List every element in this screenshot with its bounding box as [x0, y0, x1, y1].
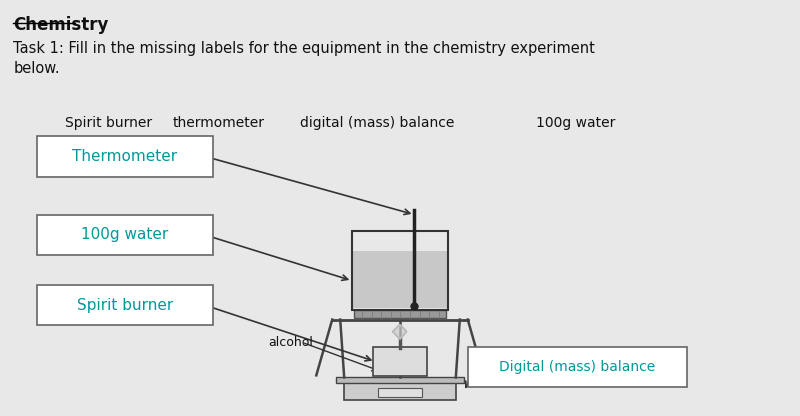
FancyBboxPatch shape	[353, 250, 448, 308]
Text: alcohol: alcohol	[269, 336, 314, 349]
FancyBboxPatch shape	[38, 136, 213, 177]
Text: Spirit burner: Spirit burner	[65, 116, 152, 130]
FancyBboxPatch shape	[468, 347, 687, 387]
Text: below.: below.	[14, 61, 60, 76]
FancyBboxPatch shape	[38, 215, 213, 255]
FancyBboxPatch shape	[344, 383, 456, 400]
Text: thermometer: thermometer	[173, 116, 265, 130]
Text: 100g water: 100g water	[82, 228, 169, 243]
Text: Task 1: Fill in the missing labels for the equipment in the chemistry experiment: Task 1: Fill in the missing labels for t…	[14, 41, 595, 56]
FancyBboxPatch shape	[354, 310, 446, 318]
FancyBboxPatch shape	[378, 388, 422, 397]
Text: Thermometer: Thermometer	[72, 149, 178, 164]
Text: digital (mass) balance: digital (mass) balance	[300, 116, 454, 130]
Text: Digital (mass) balance: Digital (mass) balance	[499, 360, 655, 374]
Polygon shape	[393, 324, 406, 339]
Text: Spirit burner: Spirit burner	[77, 297, 173, 312]
FancyBboxPatch shape	[373, 347, 427, 376]
FancyBboxPatch shape	[336, 377, 464, 383]
Text: Chemistry: Chemistry	[14, 16, 109, 34]
FancyBboxPatch shape	[38, 285, 213, 325]
Text: 100g water: 100g water	[535, 116, 615, 130]
